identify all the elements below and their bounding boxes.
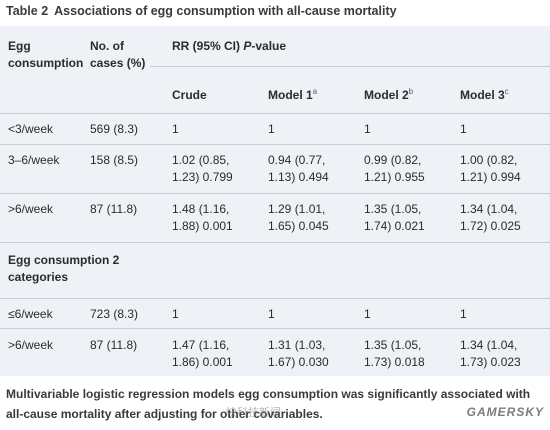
row-cases: 723 (8.3) [90,307,139,321]
row-rule [0,193,550,194]
table-title: Associations of egg consumption with all… [54,4,397,18]
cell-line: 1.86) 0.001 [172,355,233,369]
cell-line: 1.13) 0.494 [268,170,329,184]
cell-model3: 1.34 (1.04, 1.72) 0.025 [460,201,521,235]
footnote-marker: c [504,87,509,96]
cell-line: 1.35 (1.05, [364,338,422,352]
cell-crude: 1.47 (1.16, 1.86) 0.001 [172,337,233,371]
cell-line: 1.48 (1.16, [172,202,230,216]
cell-model2: 1.35 (1.05, 1.74) 0.021 [364,201,425,235]
cell-model1: 1 [268,307,275,321]
cell-model2: 1.35 (1.05, 1.73) 0.018 [364,337,425,371]
cell-line: 1.23) 0.799 [172,170,233,184]
cell-line: 1.31 (1.03, [268,338,326,352]
row-label: >6/week [8,202,54,216]
header-model1: Model 1a [268,87,317,104]
header-model-label: Crude [172,88,207,102]
header-line: No. of [90,39,124,53]
cell-line: 1.72) 0.025 [460,219,521,233]
cell-line: 1.74) 0.021 [364,219,425,233]
cell-model2: 0.99 (0.82, 1.21) 0.955 [364,152,425,186]
cell-line: 0.99 (0.82, [364,153,422,167]
cell-model2: 1 [364,122,371,136]
cell-line: 0.94 (0.77, [268,153,326,167]
cell-model1: 1.31 (1.03, 1.67) 0.030 [268,337,329,371]
header-crude: Crude [172,87,207,104]
cell-model1: 0.94 (0.77, 1.13) 0.494 [268,152,329,186]
header-model-label: Model 1 [268,88,313,102]
row-label: 3–6/week [8,153,60,167]
cell-line: 1.88) 0.001 [172,219,233,233]
header-line: consumption [8,56,84,70]
cell-line: 1.02 (0.85, [172,153,230,167]
header-rr-prefix: RR (95% CI) [172,39,244,53]
cell-model2: 1 [364,307,371,321]
cell-line: 1.34 (1.04, [460,202,518,216]
cell-model3: 1.34 (1.04, 1.73) 0.023 [460,337,521,371]
row-rule [0,298,550,299]
row-cases: 569 (8.3) [90,122,139,136]
cell-model3: 1.00 (0.82, 1.21) 0.994 [460,152,521,186]
header-rr-p: P [243,39,252,53]
cell-model1: 1 [268,122,275,136]
row-cases: 158 (8.5) [90,153,139,167]
cell-line: 1.47 (1.16, [172,338,230,352]
cell-crude: 1.48 (1.16, 1.88) 0.001 [172,201,233,235]
table-footnote: Multivariable logistic regression models… [6,387,531,421]
row-cases: 87 (11.8) [90,338,138,352]
header-rr-suffix: -value [251,39,287,53]
table-caption: Table 2 Associations of egg consumption w… [6,4,397,18]
header-model-label: Model 2 [364,88,409,102]
row-rule [0,144,550,145]
header-group-rule [150,66,550,67]
cell-crude: 1.02 (0.85, 1.23) 0.799 [172,152,233,186]
cell-line: 1.21) 0.994 [460,170,521,184]
header-cases: No. of cases (%) [90,38,145,72]
footnote-marker: b [408,87,414,96]
watermark-cn: 快科技新闻 [226,407,281,419]
group2-label: Egg consumption 2 categories [8,252,119,286]
cell-model1: 1.29 (1.01, 1.65) 0.045 [268,201,329,235]
header-bottom-rule [0,113,550,114]
header-model3: Model 3c [460,87,509,104]
table-number: Table 2 [6,4,49,18]
footnote-marker: a [312,87,318,96]
cell-line: 1.21) 0.955 [364,170,425,184]
cell-line: 1.35 (1.05, [364,202,422,216]
cell-crude: 1 [172,122,179,136]
row-rule [0,328,550,329]
header-egg-consumption: Egg consumption [8,38,83,72]
header-line: Egg [8,39,31,53]
row-cases: 87 (11.8) [90,202,138,216]
cell-line: 1.73) 0.018 [364,355,425,369]
cell-line: 1.67) 0.030 [268,355,329,369]
cell-line: 1.65) 0.045 [268,219,329,233]
cell-line: 1.34 (1.04, [460,338,518,352]
cell-model3: 1 [460,307,467,321]
header-model2: Model 2b [364,87,413,104]
group2-label-line: Egg consumption 2 [8,253,120,267]
data-table: Egg consumption No. of cases (%) RR (95%… [0,26,550,376]
header-line: cases (%) [90,56,146,70]
group2-label-line: categories [8,270,69,284]
cell-model3: 1 [460,122,467,136]
row-label: ≤6/week [8,307,53,321]
cell-line: 1.29 (1.01, [268,202,326,216]
row-label: <3/week [8,122,54,136]
cell-line: 1.73) 0.023 [460,355,521,369]
watermark-brand: GAMERSKY [466,405,544,419]
header-rr-group: RR (95% CI) P-value [172,38,286,55]
row-rule [0,242,550,243]
row-label: >6/week [8,338,54,352]
cell-line: 1.00 (0.82, [460,153,518,167]
header-model-label: Model 3 [460,88,505,102]
cell-crude: 1 [172,307,179,321]
